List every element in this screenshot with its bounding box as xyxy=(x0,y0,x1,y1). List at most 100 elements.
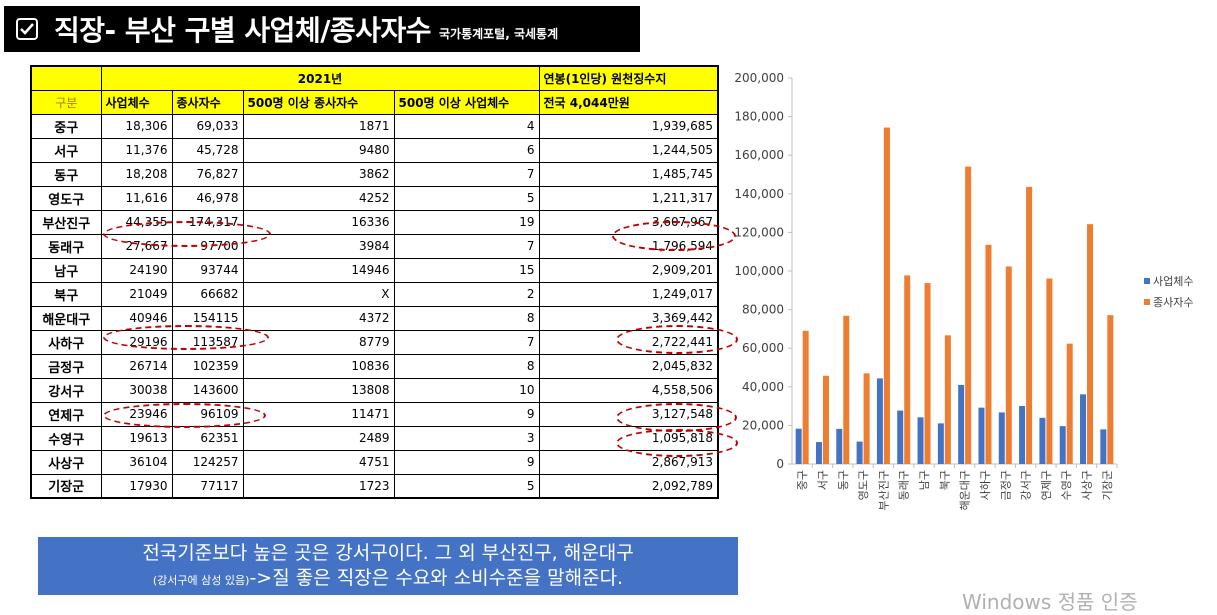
page-title: 직장- 부산 구별 사업체/종사자수 xyxy=(54,14,431,47)
cell-salary: 1,939,685 xyxy=(538,113,719,139)
cell-salary: 2,092,789 xyxy=(538,473,719,499)
bar xyxy=(1039,417,1046,464)
cell-salary: 4,558,506 xyxy=(538,377,719,403)
y-tick-label: 40,000 xyxy=(742,380,784,394)
cell-biz500: 19 xyxy=(393,209,540,235)
cell-salary: 1,485,745 xyxy=(538,161,719,187)
cell-salary: 1,211,317 xyxy=(538,185,719,211)
legend-label: 종사자수 xyxy=(1153,296,1193,309)
row-name: 부산진구 xyxy=(30,209,102,235)
table-row: 북구 21049 66682 X 2 1,249,017 xyxy=(30,281,719,307)
y-tick-label: 60,000 xyxy=(742,341,784,355)
col-header: 500명 이상 종사자수 xyxy=(242,89,395,115)
cell-biz: 17930 xyxy=(100,473,173,499)
cell-biz500: 7 xyxy=(393,161,540,187)
bar xyxy=(1087,224,1094,464)
corner-cell xyxy=(30,65,102,91)
windows-watermark: Windows 정품 인증 xyxy=(962,590,1138,614)
note-small-text: (강서구에 삼성 있음) xyxy=(152,574,250,587)
cell-emp: 66682 xyxy=(171,281,244,307)
x-tick-label: 동래구 xyxy=(898,470,911,500)
x-tick-label: 부산진구 xyxy=(877,470,890,510)
cell-salary: 1,249,017 xyxy=(538,281,719,307)
cell-emp500: 1723 xyxy=(242,473,395,499)
cell-emp: 62351 xyxy=(171,425,244,451)
note-conclusion: ->질 좋은 직장은 수요와 소비수준을 말해준다. xyxy=(249,567,624,589)
bar xyxy=(1080,394,1087,464)
table-row: 강서구 30038 143600 13808 10 4,558,506 xyxy=(30,377,719,403)
bar xyxy=(985,244,992,464)
cell-emp500: 4252 xyxy=(242,185,395,211)
row-name: 기장군 xyxy=(30,473,102,499)
cell-salary: 3,127,548 xyxy=(538,401,719,427)
bar xyxy=(1046,278,1053,464)
bar xyxy=(856,441,863,464)
bar-chart: 0 20,000 40,000 60,000 80,000 100,000 120,000 1… xyxy=(734,71,1193,510)
col-header: 종사자수 xyxy=(171,89,244,115)
col-header: 500명 이상 사업체수 xyxy=(393,89,540,115)
cell-salary: 2,045,832 xyxy=(538,353,719,379)
cell-emp500: X xyxy=(242,281,395,307)
cell-biz500: 10 xyxy=(393,377,540,403)
bar xyxy=(978,407,985,464)
cell-emp500: 16336 xyxy=(242,209,395,235)
bar xyxy=(1005,266,1012,464)
cell-biz: 18,306 xyxy=(100,113,173,139)
bar xyxy=(836,428,843,464)
bar xyxy=(944,335,951,464)
x-tick-label: 사하구 xyxy=(978,470,992,500)
table-row: 금정구 26714 102359 10836 8 2,045,832 xyxy=(30,353,719,379)
bar xyxy=(883,127,890,465)
row-name: 남구 xyxy=(30,257,102,283)
cell-emp: 174,317 xyxy=(171,209,244,235)
cell-emp: 76,827 xyxy=(171,161,244,187)
title-source: 국가통계포털, 국세통계 xyxy=(438,26,559,41)
note-line1: 전국기준보다 높은 곳은 강서구이다. 그 외 부산진구, 해운대구 xyxy=(142,542,634,564)
bar xyxy=(1019,406,1026,464)
cell-emp500: 9480 xyxy=(242,137,395,163)
cell-emp500: 2489 xyxy=(242,425,395,451)
cell-biz500: 4 xyxy=(393,113,540,139)
x-tick-label: 사상구 xyxy=(1081,470,1094,500)
cell-emp: 77117 xyxy=(171,473,244,499)
cell-emp: 45,728 xyxy=(171,137,244,163)
legend-label: 사업체수 xyxy=(1153,275,1193,288)
bar xyxy=(1026,186,1033,464)
row-name: 사하구 xyxy=(30,329,102,355)
row-name: 동구 xyxy=(30,161,102,187)
cell-biz: 11,616 xyxy=(100,185,173,211)
bar xyxy=(863,373,870,464)
bar xyxy=(958,384,965,464)
cell-salary: 1,095,818 xyxy=(538,425,719,451)
checkbox-icon xyxy=(16,18,38,40)
bar xyxy=(904,275,911,464)
row-name: 영도구 xyxy=(30,185,102,211)
y-tick-label: 140,000 xyxy=(734,187,784,201)
cell-emp: 113587 xyxy=(171,329,244,355)
row-name: 중구 xyxy=(30,113,102,139)
cell-salary: 1,244,505 xyxy=(538,137,719,163)
cell-salary: 2,867,913 xyxy=(538,449,719,475)
y-tick-label: 180,000 xyxy=(734,110,784,124)
x-tick-label: 중구 xyxy=(796,470,809,490)
row-name: 북구 xyxy=(30,281,102,307)
bar xyxy=(998,412,1005,464)
cell-emp: 154115 xyxy=(171,305,244,331)
table-row: 중구 18,306 69,033 1871 4 1,939,685 xyxy=(30,113,719,139)
cell-biz500: 5 xyxy=(393,185,540,211)
bar xyxy=(1059,426,1066,464)
row-name: 금정구 xyxy=(30,353,102,379)
bar xyxy=(1066,343,1073,464)
cell-biz: 40946 xyxy=(100,305,173,331)
table-row: 연제구 23946 96109 11471 9 3,127,548 xyxy=(30,401,719,427)
row-name: 서구 xyxy=(30,137,102,163)
cell-emp: 124257 xyxy=(171,449,244,475)
y-tick-label: 80,000 xyxy=(742,303,784,317)
cell-biz: 23946 xyxy=(100,401,173,427)
bar xyxy=(897,410,904,464)
cell-biz500: 8 xyxy=(393,305,540,331)
row-name: 강서구 xyxy=(30,377,102,403)
x-tick-label: 수영구 xyxy=(1060,470,1073,500)
cell-biz500: 3 xyxy=(393,425,540,451)
bar xyxy=(1100,429,1107,464)
